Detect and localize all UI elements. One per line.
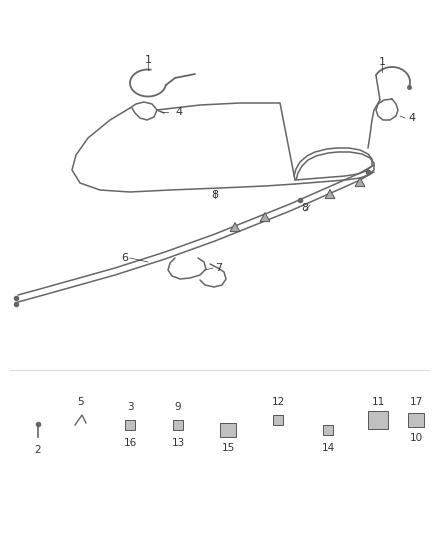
Text: 5: 5 <box>77 397 83 407</box>
Text: 17: 17 <box>410 397 423 407</box>
Text: 2: 2 <box>35 445 41 455</box>
Text: 6: 6 <box>121 253 128 263</box>
Text: 12: 12 <box>272 397 285 407</box>
Text: 4: 4 <box>175 107 182 117</box>
Text: 8: 8 <box>301 203 308 213</box>
Bar <box>368 411 388 429</box>
Text: 1: 1 <box>378 57 385 67</box>
Text: 1: 1 <box>145 55 152 65</box>
Polygon shape <box>260 213 270 222</box>
Bar <box>220 423 236 437</box>
Bar <box>409 413 424 427</box>
Text: 4: 4 <box>408 113 415 123</box>
Text: 9: 9 <box>175 402 181 412</box>
Text: 16: 16 <box>124 438 137 448</box>
Polygon shape <box>230 223 240 232</box>
Text: 14: 14 <box>321 443 335 453</box>
Polygon shape <box>325 190 335 199</box>
Text: 10: 10 <box>410 433 423 443</box>
Text: 7: 7 <box>215 263 222 273</box>
Polygon shape <box>355 177 365 187</box>
Text: 13: 13 <box>171 438 185 448</box>
Bar <box>124 420 135 430</box>
Bar <box>272 415 283 425</box>
Bar <box>173 420 184 430</box>
Text: 15: 15 <box>221 443 235 453</box>
Text: 8: 8 <box>212 190 219 200</box>
Bar <box>323 425 333 435</box>
Text: 3: 3 <box>127 402 133 412</box>
Text: 11: 11 <box>371 397 385 407</box>
